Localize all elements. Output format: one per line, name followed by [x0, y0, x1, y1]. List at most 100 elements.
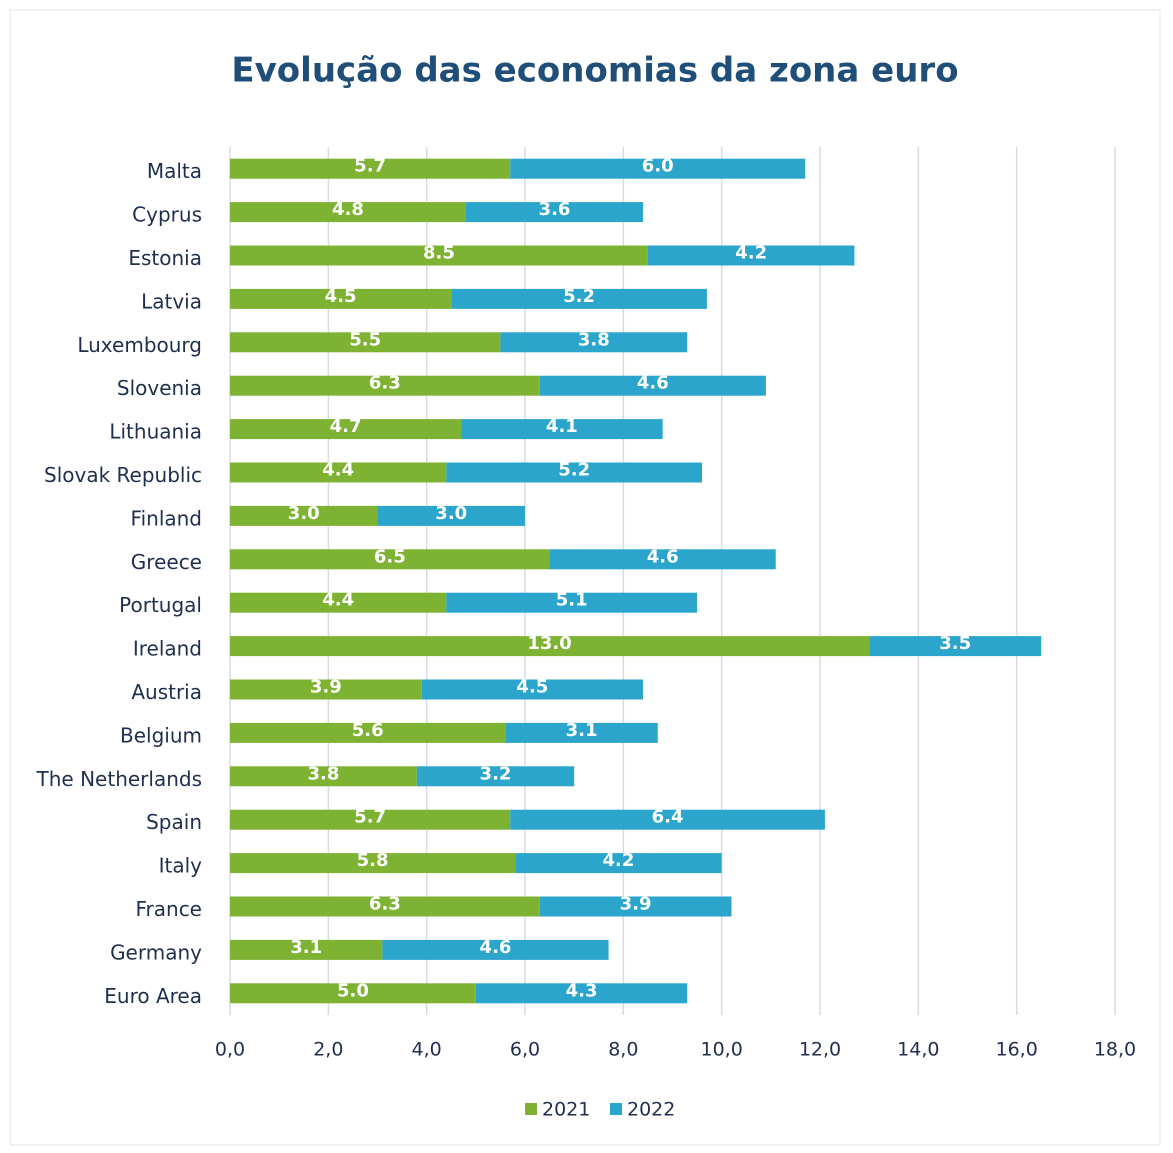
y-tick-label: Portugal: [119, 593, 202, 617]
value-label: 3.8: [307, 763, 339, 784]
bar-segment: [510, 809, 825, 830]
bar-segment: [475, 983, 688, 1004]
bar-segment: [466, 202, 643, 223]
bar-segment: [230, 462, 447, 483]
bar-segment: [230, 592, 447, 613]
bar-segment: [446, 592, 698, 613]
x-tick-label: 10,0: [701, 1039, 743, 1061]
value-label: 5.7: [354, 807, 386, 828]
x-tick-label: 0,0: [215, 1039, 245, 1061]
bar-segment: [230, 636, 870, 657]
bar-segment: [382, 939, 609, 960]
y-tick-label: Finland: [131, 506, 202, 530]
value-label: 3.5: [939, 633, 971, 654]
y-tick-label: Greece: [131, 550, 202, 574]
bar-segment: [230, 722, 506, 743]
value-label: 6.4: [652, 807, 684, 828]
value-label: 5.0: [337, 980, 369, 1001]
bar-segment: [421, 679, 643, 700]
y-tick-label: Germany: [110, 940, 202, 964]
value-label: 3.1: [290, 937, 322, 958]
y-tick-label: France: [135, 897, 202, 921]
value-label: 4.4: [322, 460, 354, 481]
value-label: 3.8: [578, 329, 610, 350]
bar-segment: [510, 158, 806, 179]
x-tick-label: 14,0: [897, 1039, 939, 1061]
y-tick-label: Belgium: [120, 723, 202, 747]
bar-segment: [230, 332, 501, 353]
y-tick-label: Luxembourg: [77, 333, 202, 357]
value-label: 3.2: [480, 763, 512, 784]
value-label: 3.0: [435, 503, 467, 524]
y-tick-label: Latvia: [141, 289, 202, 313]
value-label: 4.7: [330, 416, 362, 437]
bar-segment: [230, 288, 452, 309]
value-label: 5.8: [357, 850, 389, 871]
y-tick-label: Estonia: [128, 246, 202, 270]
value-label: 4.5: [516, 677, 548, 698]
value-label: 5.2: [558, 460, 590, 481]
bar-segment: [230, 983, 476, 1004]
value-label: 13.0: [527, 633, 571, 654]
bar-segment: [230, 202, 466, 223]
value-label: 3.9: [620, 894, 652, 915]
value-label: 5.7: [354, 156, 386, 177]
y-tick-label: Italy: [159, 854, 203, 878]
y-tick-label: Cyprus: [132, 203, 202, 227]
value-label: 4.2: [602, 850, 634, 871]
x-tick-label: 8,0: [608, 1039, 638, 1061]
value-label: 6.5: [374, 546, 406, 567]
x-tick-label: 16,0: [996, 1039, 1038, 1061]
y-tick-label: Slovenia: [117, 376, 202, 400]
bar-segment: [230, 853, 516, 874]
value-label: 3.0: [288, 503, 320, 524]
value-label: 6.3: [369, 373, 401, 394]
legend-swatch: [610, 1103, 622, 1115]
value-label: 4.1: [546, 416, 578, 437]
value-label: 5.2: [563, 286, 595, 307]
legend-label: 2021: [542, 1099, 590, 1121]
bar-segment: [461, 419, 663, 440]
bar-segment: [515, 853, 722, 874]
x-tick-label: 12,0: [799, 1039, 841, 1061]
bar-segment: [549, 549, 776, 570]
value-label: 6.0: [642, 156, 674, 177]
bar-segment: [230, 375, 540, 396]
bar-segment: [230, 679, 422, 700]
legend-label: 2022: [627, 1099, 675, 1121]
bar-segment: [230, 809, 511, 830]
x-tick-label: 18,0: [1094, 1039, 1136, 1061]
value-label: 3.1: [566, 720, 598, 741]
value-label: 3.9: [310, 677, 342, 698]
y-tick-label: Malta: [147, 159, 202, 183]
value-label: 5.5: [349, 329, 381, 350]
value-label: 4.4: [322, 590, 354, 611]
value-label: 6.3: [369, 894, 401, 915]
chart-title: Evolução das economias da zona euro: [231, 51, 958, 91]
y-tick-label: Spain: [146, 810, 202, 834]
value-label: 4.6: [647, 546, 679, 567]
value-label: 3.6: [539, 199, 571, 220]
y-tick-label: Euro Area: [104, 984, 202, 1008]
bar-segment: [230, 419, 462, 440]
bar-segment: [230, 939, 383, 960]
y-tick-label: The Netherlands: [36, 767, 202, 791]
bar-segment: [377, 505, 525, 526]
value-label: 4.3: [566, 980, 598, 1001]
legend-swatch: [525, 1103, 537, 1115]
bar-segment: [230, 766, 417, 787]
bar-segment: [451, 288, 707, 309]
value-label: 4.5: [325, 286, 357, 307]
bar-segment: [230, 549, 550, 570]
bar-segment: [416, 766, 575, 787]
value-label: 5.1: [556, 590, 588, 611]
x-tick-label: 4,0: [412, 1039, 442, 1061]
x-tick-label: 2,0: [313, 1039, 343, 1061]
value-label: 5.6: [352, 720, 384, 741]
bar-segment: [230, 896, 540, 917]
value-label: 8.5: [423, 243, 455, 264]
y-tick-label: Lithuania: [109, 420, 202, 444]
x-tick-label: 6,0: [510, 1039, 540, 1061]
bar-segment: [230, 505, 378, 526]
